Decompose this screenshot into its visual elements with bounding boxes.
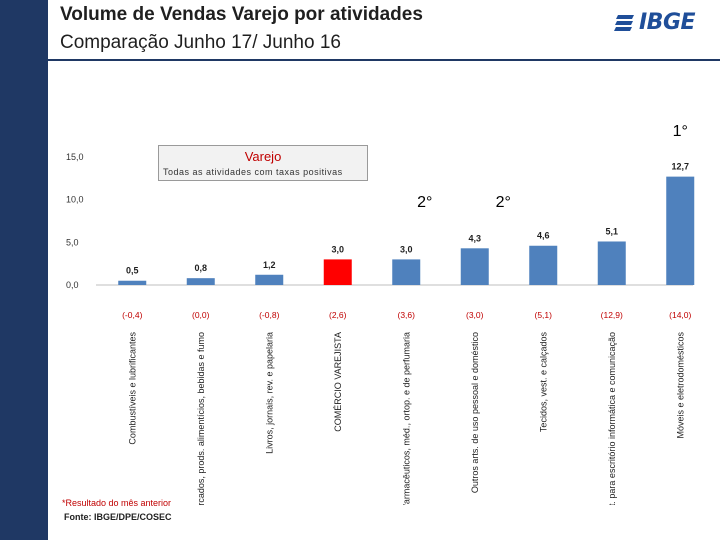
bar-value-label: 1,2 xyxy=(263,260,276,270)
bar-value-label: 4,3 xyxy=(468,233,481,243)
bar xyxy=(529,245,558,285)
bar xyxy=(323,259,352,285)
previous-month-label: (-0,4) xyxy=(122,310,142,320)
header-divider xyxy=(48,59,720,61)
y-tick-label: 10,0 xyxy=(66,195,84,205)
ibge-logo-icon xyxy=(614,14,634,31)
category-label: COMÉRCIO VAREJISTA xyxy=(333,332,343,432)
bar-value-label: 3,0 xyxy=(331,244,344,254)
ibge-logo-text: IBGE xyxy=(639,10,696,35)
source-note: Fonte: IBGE/DPE/COSEC xyxy=(64,512,172,522)
rank-annotation: 2° xyxy=(496,194,511,211)
bar xyxy=(460,248,489,285)
left-accent-bar xyxy=(0,0,48,540)
footnote: *Resultado do mês anterior xyxy=(62,498,172,508)
rank-annotation: 2° xyxy=(417,194,432,211)
ibge-logo: IBGE xyxy=(614,10,696,35)
category-label: Combustíveis e lubrificantes xyxy=(127,332,137,445)
bar xyxy=(392,259,421,285)
y-tick-label: 5,0 xyxy=(66,237,79,247)
previous-month-label: (14,0) xyxy=(669,310,691,320)
previous-month-label: (5,1) xyxy=(535,310,553,320)
bar-value-label: 5,1 xyxy=(605,226,618,236)
category-label: Hiper, supermercados, prods. alimentício… xyxy=(196,332,206,505)
category-label: Livros, jornais, rev. e papelaria xyxy=(264,332,274,454)
bar-value-label: 4,6 xyxy=(537,231,550,241)
bar-value-label: 0,5 xyxy=(126,266,139,276)
previous-month-label: (-0,8) xyxy=(259,310,279,320)
previous-month-label: (3,0) xyxy=(466,310,484,320)
bar xyxy=(597,241,626,285)
y-tick-label: 0,0 xyxy=(66,280,79,290)
bar xyxy=(255,274,284,285)
page-subtitle: Comparação Junho 17/ Junho 16 xyxy=(60,32,341,53)
page-title: Volume de Vendas Varejo por atividades xyxy=(60,4,423,25)
bar xyxy=(118,280,147,285)
previous-month-label: (12,9) xyxy=(601,310,623,320)
category-label: Móveis e eletrodomésticos xyxy=(675,332,685,439)
bar-value-label: 3,0 xyxy=(400,244,413,254)
category-label: Art.farmacêuticos, méd., ortop. e de per… xyxy=(401,332,411,505)
y-tick-label: 15,0 xyxy=(66,152,84,162)
category-label: Equip. e mat. para escritório informátic… xyxy=(607,332,617,505)
legend-subtitle: Todas as atividades com taxas positivas xyxy=(163,167,343,177)
category-label: Tecidos, vest. e calçados xyxy=(538,332,548,433)
previous-month-label: (3,6) xyxy=(398,310,416,320)
rank-annotation: 1° xyxy=(673,123,688,140)
bar-value-label: 12,7 xyxy=(671,162,689,172)
legend-box: Varejo Todas as atividades com taxas pos… xyxy=(158,145,368,181)
bar xyxy=(186,278,215,285)
previous-month-label: (0,0) xyxy=(192,310,210,320)
bar xyxy=(666,176,695,285)
legend-title: Varejo xyxy=(244,149,282,164)
category-label: Outros arts. de uso pessoal e doméstico xyxy=(470,332,480,493)
bar-chart: 15,0 10,0 5,0 0,0 0,5 0,8 1,2 3,0 3,0 4,3 4,6 5,1 1… xyxy=(66,123,695,505)
previous-month-label: (2,6) xyxy=(329,310,347,320)
bar-value-label: 0,8 xyxy=(194,263,207,273)
